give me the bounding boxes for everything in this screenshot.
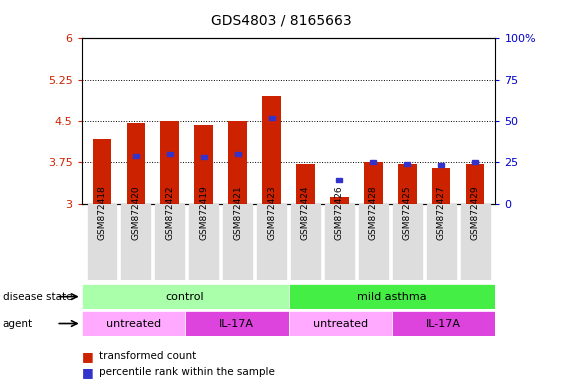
Bar [432,168,450,204]
Bar [185,311,289,336]
Bar [359,204,388,280]
Text: GSM872423: GSM872423 [267,186,276,240]
Bar [472,160,478,164]
Bar [466,164,484,204]
Bar [398,164,417,204]
Bar [235,152,241,156]
Bar [392,311,495,336]
Text: percentile rank within the sample: percentile rank within the sample [99,367,274,377]
Bar [194,125,213,204]
Bar [229,121,247,204]
Bar [364,162,383,204]
Text: disease state: disease state [3,291,72,302]
Bar [200,155,207,159]
Bar [262,96,281,204]
Text: ■: ■ [82,350,93,363]
Text: GSM872424: GSM872424 [301,186,310,240]
Text: GSM872427: GSM872427 [437,186,446,240]
Bar [370,160,377,164]
Text: GSM872419: GSM872419 [199,185,208,240]
Text: ■: ■ [82,366,93,379]
Bar [224,204,252,280]
Bar [269,116,275,120]
Bar [438,163,444,167]
Text: IL-17A: IL-17A [220,318,254,329]
Bar [133,154,139,157]
Text: GSM872418: GSM872418 [97,185,106,240]
Bar [189,204,218,280]
Text: untreated: untreated [312,318,368,329]
Bar [122,204,150,280]
Bar [296,164,315,204]
Bar [155,204,184,280]
Text: untreated: untreated [106,318,161,329]
Text: control: control [166,291,204,302]
Bar [336,179,342,182]
Text: GSM872429: GSM872429 [471,186,480,240]
Text: GSM872428: GSM872428 [369,186,378,240]
Bar [82,311,185,336]
Bar [461,204,489,280]
Text: GSM872422: GSM872422 [166,186,175,240]
Text: GSM872426: GSM872426 [335,186,344,240]
Text: GDS4803 / 8165663: GDS4803 / 8165663 [211,13,352,27]
Bar [427,204,455,280]
Text: GSM872425: GSM872425 [403,186,412,240]
Bar [167,152,173,156]
Bar [257,204,286,280]
Text: mild asthma: mild asthma [357,291,427,302]
Text: GSM872421: GSM872421 [233,186,242,240]
Text: IL-17A: IL-17A [426,318,461,329]
Text: transformed count: transformed count [99,351,196,361]
Text: agent: agent [3,318,33,329]
Bar [393,204,422,280]
Bar [93,139,111,204]
Bar [127,122,145,204]
Bar [330,197,348,204]
Bar [160,121,179,204]
Text: GSM872420: GSM872420 [131,186,140,240]
Bar [325,204,354,280]
Bar [291,204,320,280]
Bar [82,284,289,309]
Bar [289,284,495,309]
Bar [88,204,117,280]
Bar [404,162,410,166]
Bar [289,311,392,336]
